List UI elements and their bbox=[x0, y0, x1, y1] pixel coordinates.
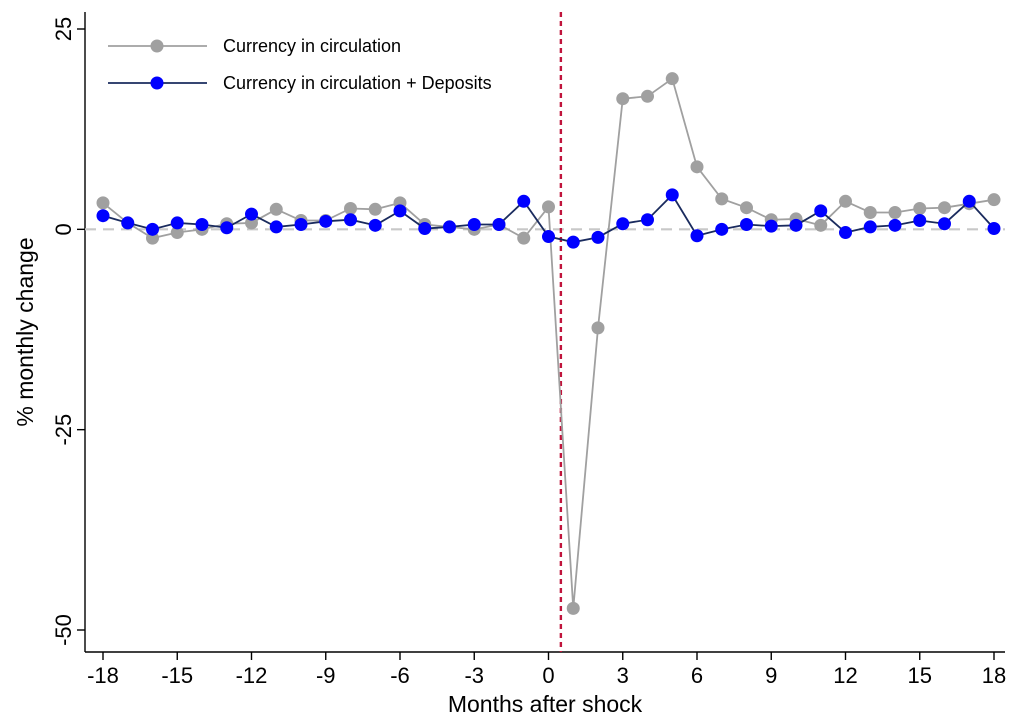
data-point bbox=[517, 194, 531, 208]
data-point bbox=[96, 196, 110, 210]
data-point bbox=[913, 201, 927, 215]
reference-lines bbox=[85, 12, 1005, 652]
data-point bbox=[121, 216, 135, 230]
data-point bbox=[368, 202, 382, 216]
y-tick-label: -25 bbox=[51, 414, 76, 446]
x-tick-label: 3 bbox=[617, 663, 629, 688]
data-point bbox=[146, 222, 159, 236]
data-point bbox=[170, 216, 184, 230]
data-point bbox=[616, 217, 630, 231]
legend-label: Currency in circulation bbox=[223, 36, 401, 56]
y-tick-label: 25 bbox=[51, 17, 76, 41]
data-point bbox=[566, 601, 580, 615]
data-point bbox=[443, 220, 456, 234]
legend-label: Currency in circulation + Deposits bbox=[223, 73, 492, 93]
data-point bbox=[962, 194, 976, 208]
data-point bbox=[170, 226, 184, 240]
legend: Currency in circulation Currency in circu… bbox=[108, 36, 492, 93]
data-point bbox=[245, 207, 258, 221]
data-point bbox=[863, 220, 877, 234]
data-point bbox=[344, 201, 357, 215]
data-point bbox=[467, 218, 481, 232]
y-axis-title: % monthly change bbox=[12, 237, 38, 426]
data-point bbox=[616, 92, 630, 106]
data-point bbox=[987, 222, 1001, 236]
data-point bbox=[269, 220, 283, 234]
data-point bbox=[566, 235, 580, 249]
data-point bbox=[888, 218, 902, 232]
data-point bbox=[294, 218, 308, 232]
data-point bbox=[591, 321, 605, 335]
data-point bbox=[740, 201, 753, 215]
x-tick-label: 9 bbox=[765, 663, 777, 688]
data-point bbox=[368, 218, 382, 232]
axes: -18 -15 -12 -9 -6 -3 0 3 6 9 12 15 18 -50 -25 0 25 Months… bbox=[12, 12, 1006, 717]
series-layer bbox=[96, 72, 1001, 615]
data-point bbox=[938, 217, 951, 231]
data-point bbox=[690, 229, 704, 243]
data-point bbox=[814, 204, 828, 218]
data-point bbox=[987, 193, 1001, 207]
x-tick-label: -6 bbox=[390, 663, 410, 688]
series-2 bbox=[96, 188, 1001, 249]
x-tick-label: 15 bbox=[908, 663, 932, 688]
data-point bbox=[96, 209, 110, 223]
data-point bbox=[888, 206, 902, 220]
x-tick-label: -3 bbox=[464, 663, 484, 688]
data-point bbox=[740, 218, 753, 232]
data-point bbox=[715, 222, 729, 236]
legend-item-2: Currency in circulation + Deposits bbox=[108, 73, 492, 93]
x-tick-label: 0 bbox=[542, 663, 554, 688]
data-point bbox=[665, 188, 679, 202]
data-point bbox=[764, 219, 778, 233]
x-tick-label: -15 bbox=[161, 663, 193, 688]
data-point bbox=[542, 200, 555, 214]
data-point bbox=[789, 218, 803, 232]
data-point bbox=[913, 214, 927, 228]
data-point bbox=[195, 218, 209, 232]
data-point bbox=[269, 202, 283, 216]
data-point bbox=[492, 218, 506, 232]
data-point bbox=[641, 89, 654, 103]
data-point bbox=[839, 226, 852, 240]
data-point bbox=[938, 201, 951, 215]
data-point bbox=[715, 192, 729, 206]
series-1 bbox=[96, 72, 1001, 615]
data-point bbox=[344, 213, 357, 227]
data-point bbox=[814, 218, 828, 232]
data-point bbox=[839, 194, 852, 208]
series-line bbox=[102, 77, 995, 609]
data-point bbox=[665, 72, 679, 86]
x-tick-label: -12 bbox=[236, 663, 268, 688]
data-point bbox=[393, 204, 407, 218]
x-tick-label: -9 bbox=[316, 663, 336, 688]
data-point bbox=[319, 214, 333, 228]
data-point bbox=[641, 213, 654, 227]
legend-marker bbox=[150, 39, 164, 53]
data-point bbox=[863, 206, 877, 220]
data-point bbox=[591, 230, 605, 244]
data-point bbox=[690, 160, 704, 174]
data-point bbox=[542, 230, 555, 244]
data-point bbox=[418, 222, 432, 236]
data-point bbox=[517, 231, 531, 245]
data-point bbox=[220, 221, 234, 235]
legend-marker bbox=[150, 76, 164, 90]
legend-item-1: Currency in circulation bbox=[108, 36, 401, 56]
x-tick-label: 12 bbox=[833, 663, 857, 688]
x-tick-label: 6 bbox=[691, 663, 703, 688]
y-tick-label: 0 bbox=[51, 223, 76, 235]
y-tick-label: -50 bbox=[51, 614, 76, 646]
x-axis-title: Months after shock bbox=[448, 691, 643, 717]
x-tick-label: 18 bbox=[982, 663, 1006, 688]
x-tick-label: -18 bbox=[87, 663, 119, 688]
